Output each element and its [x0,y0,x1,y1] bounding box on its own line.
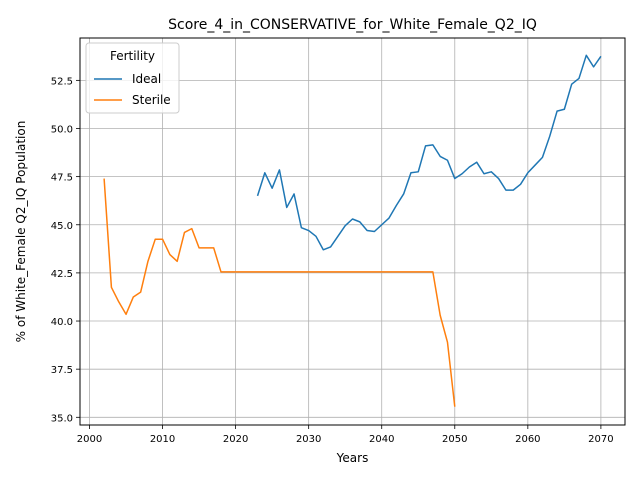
x-axis-label: Years [336,451,369,465]
legend: Fertility Ideal Sterile [85,42,180,114]
legend-label-ideal: Ideal [132,72,161,86]
x-tick-label: 2030 [296,434,321,445]
legend-title: Fertility [110,49,155,63]
legend-box [85,42,180,114]
x-tick-label: 2020 [223,434,248,445]
x-tick-label: 2050 [442,434,467,445]
chart-title: Score_4_in_CONSERVATIVE_for_White_Female… [168,17,537,33]
y-tick-label: 50.0 [51,124,73,135]
series-line-sterile [103,178,456,407]
grid [80,38,625,425]
x-tick-label: 2070 [588,434,613,445]
y-axis-ticks: 35.0 37.5 40.0 42.5 45.0 47.5 50.0 52.5 [51,76,80,424]
x-tick-label: 2040 [369,434,394,445]
legend-entries: Ideal Sterile [94,72,171,107]
plot-frame [79,37,626,426]
y-axis-label: % of White_Female Q2_IQ Population [14,121,28,343]
x-axis-ticks: 2000 2010 2020 2030 2040 2050 2060 2070 [77,425,614,445]
y-tick-label: 45.0 [51,221,73,232]
x-tick-label: 2010 [150,434,175,445]
y-tick-label: 35.0 [51,413,73,424]
y-tick-label: 47.5 [51,173,73,184]
y-tick-label: 52.5 [51,76,73,87]
series-line-ideal [256,54,602,251]
y-tick-label: 37.5 [51,365,73,376]
y-tick-label: 42.5 [51,269,73,280]
y-tick-label: 40.0 [51,317,73,328]
x-tick-label: 2000 [77,434,102,445]
legend-label-sterile: Sterile [132,93,171,107]
series-lines [103,54,602,407]
x-tick-label: 2060 [515,434,540,445]
